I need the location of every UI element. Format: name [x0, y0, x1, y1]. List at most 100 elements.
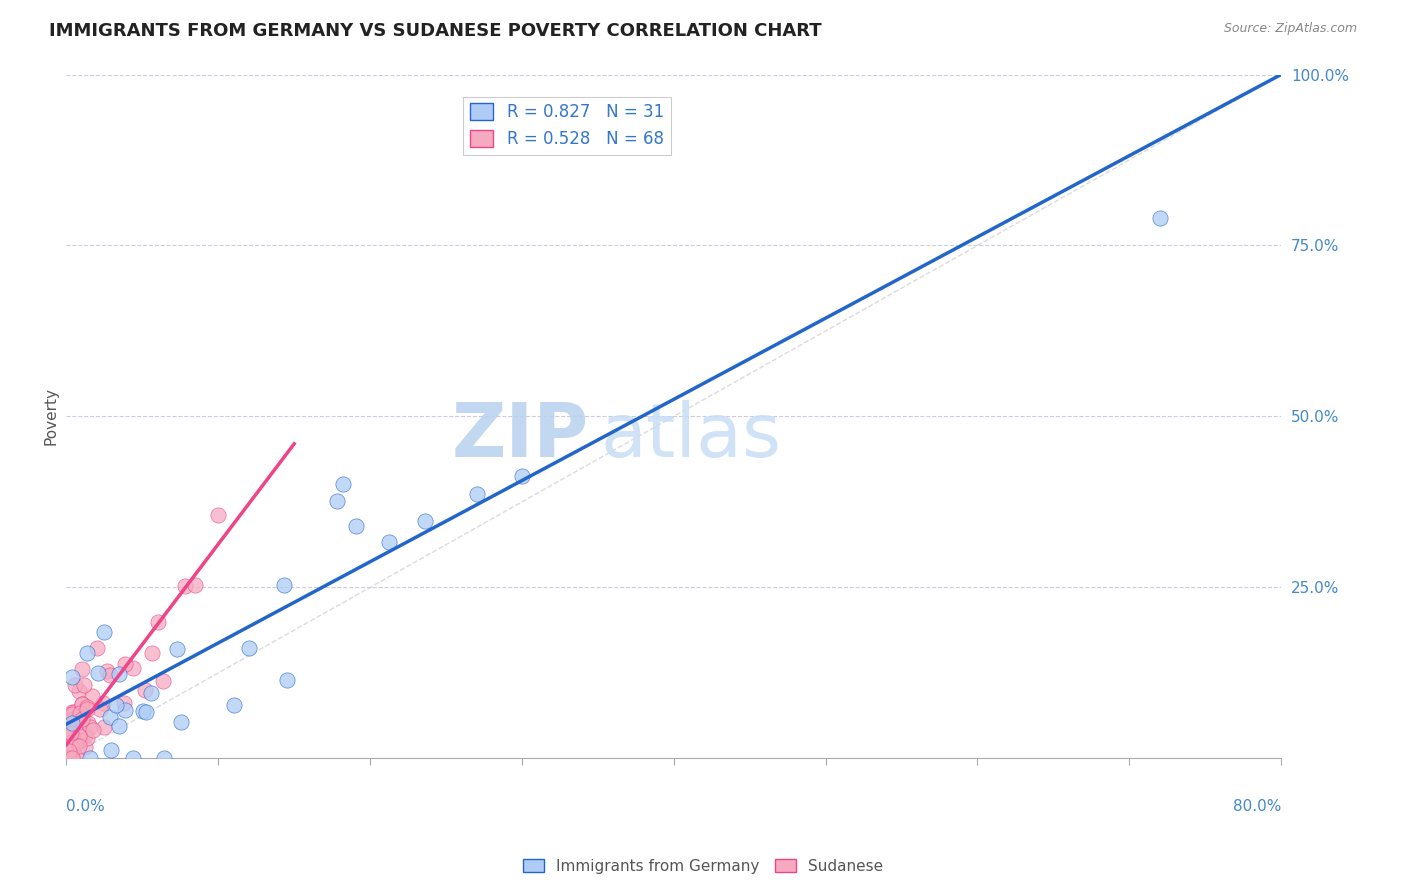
Point — [62, 751, 84, 765]
Point — [222, 698, 245, 712]
Point — [465, 487, 488, 501]
Point — [72, 703, 94, 717]
Legend: R = 0.827   N = 31, R = 0.528   N = 68: R = 0.827 N = 31, R = 0.528 N = 68 — [464, 96, 671, 154]
Point — [60, 751, 83, 765]
Point — [1149, 211, 1171, 226]
Point — [56, 721, 79, 735]
Point — [238, 641, 260, 656]
Point — [108, 667, 131, 681]
Y-axis label: Poverty: Poverty — [44, 387, 58, 445]
Point — [67, 684, 90, 698]
Point — [56, 751, 79, 765]
Point — [63, 705, 86, 719]
Point — [170, 715, 193, 730]
Point — [152, 673, 174, 688]
Point — [183, 578, 205, 592]
Point — [60, 744, 83, 758]
Point — [60, 706, 83, 720]
Point — [82, 723, 104, 737]
Point — [76, 701, 98, 715]
Point — [93, 720, 115, 734]
Point — [122, 751, 145, 765]
Point — [56, 751, 79, 765]
Point — [72, 697, 94, 711]
Point — [135, 706, 157, 720]
Point — [89, 702, 111, 716]
Point — [69, 732, 91, 747]
Point — [153, 751, 176, 765]
Point — [55, 751, 77, 765]
Point — [415, 514, 437, 528]
Point — [80, 690, 103, 704]
Point — [98, 667, 121, 681]
Point — [66, 751, 89, 765]
Point — [174, 579, 197, 593]
Point — [332, 477, 354, 491]
Point — [56, 739, 79, 753]
Point — [62, 715, 84, 730]
Point — [56, 751, 79, 765]
Point — [63, 738, 86, 752]
Point — [207, 508, 229, 522]
Point — [79, 751, 101, 765]
Point — [146, 615, 169, 629]
Point — [98, 710, 121, 724]
Point — [59, 751, 82, 765]
Point — [76, 700, 98, 714]
Point — [67, 729, 90, 743]
Point — [166, 642, 188, 657]
Point — [273, 577, 295, 591]
Legend: Immigrants from Germany, Sudanese: Immigrants from Germany, Sudanese — [516, 853, 890, 880]
Point — [58, 744, 80, 758]
Point — [276, 673, 298, 688]
Point — [60, 707, 83, 722]
Point — [87, 665, 110, 680]
Point — [67, 733, 90, 747]
Text: 0.0%: 0.0% — [66, 799, 105, 814]
Point — [70, 712, 93, 726]
Point — [63, 678, 86, 692]
Point — [70, 697, 93, 711]
Point — [59, 713, 82, 727]
Point — [134, 683, 156, 698]
Point — [131, 704, 153, 718]
Point — [139, 685, 162, 699]
Point — [60, 670, 83, 684]
Point — [62, 737, 84, 751]
Point — [76, 731, 98, 745]
Point — [60, 714, 83, 728]
Point — [344, 519, 367, 533]
Point — [79, 721, 101, 735]
Point — [141, 646, 163, 660]
Point — [378, 534, 401, 549]
Point — [60, 725, 83, 739]
Point — [55, 725, 77, 739]
Point — [60, 739, 83, 754]
Point — [59, 716, 82, 731]
Point — [100, 743, 122, 757]
Point — [66, 733, 89, 747]
Point — [73, 740, 96, 755]
Point — [76, 646, 98, 660]
Text: Source: ZipAtlas.com: Source: ZipAtlas.com — [1223, 22, 1357, 36]
Point — [114, 657, 136, 671]
Point — [73, 678, 96, 692]
Point — [104, 698, 127, 712]
Point — [108, 719, 131, 733]
Point — [55, 751, 77, 765]
Point — [86, 641, 108, 656]
Point — [512, 469, 534, 483]
Point — [73, 728, 96, 742]
Point — [56, 727, 79, 741]
Point — [69, 706, 91, 720]
Point — [114, 703, 136, 717]
Text: IMMIGRANTS FROM GERMANY VS SUDANESE POVERTY CORRELATION CHART: IMMIGRANTS FROM GERMANY VS SUDANESE POVE… — [49, 22, 823, 40]
Point — [58, 751, 80, 765]
Text: ZIP: ZIP — [451, 401, 589, 474]
Point — [76, 716, 98, 731]
Point — [91, 696, 114, 710]
Text: 80.0%: 80.0% — [1233, 799, 1281, 814]
Point — [112, 696, 135, 710]
Point — [122, 661, 145, 675]
Point — [70, 662, 93, 676]
